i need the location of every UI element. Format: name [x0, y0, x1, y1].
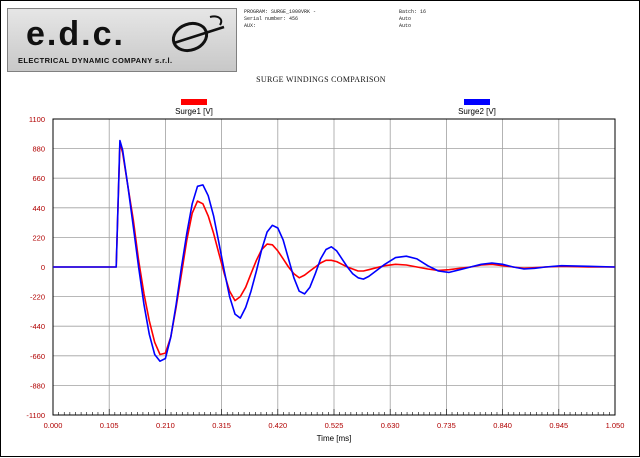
logo-swoosh-icon	[171, 15, 225, 53]
x-tick-label: 0.000	[44, 421, 63, 430]
legend-swatch-2	[464, 99, 490, 105]
legend-swatch-1	[181, 99, 207, 105]
batch-label: Batch: 16	[399, 9, 427, 15]
serial-label: Serial number: 456	[244, 16, 299, 22]
x-tick-label: 0.735	[437, 421, 456, 430]
x-tick-label: 0.315	[212, 421, 231, 430]
y-tick-label: -880	[30, 381, 45, 390]
x-tick-label: 1.050	[606, 421, 625, 430]
y-tick-label: -440	[30, 322, 45, 331]
aux-value: Auto	[399, 23, 412, 29]
legend-label-2: Surge2 [V]	[458, 107, 496, 116]
x-tick-label: 0.840	[493, 421, 512, 430]
program-label: PROGRAM: SURGE_1000VRK -	[244, 9, 317, 15]
x-tick-label: 0.525	[325, 421, 344, 430]
x-tick-label: 0.210	[156, 421, 175, 430]
y-tick-label: 880	[32, 145, 45, 154]
series-line-2	[53, 139, 616, 363]
y-tick-label: -220	[30, 293, 45, 302]
y-tick-label: 440	[32, 204, 45, 213]
logo-subtitle: ELECTRICAL DYNAMIC COMPANY s.r.l.	[18, 56, 173, 65]
x-tick-label: 0.945	[549, 421, 568, 430]
y-tick-label: 0	[41, 263, 45, 272]
y-tick-label: -660	[30, 352, 45, 361]
aux-label: AUX:	[244, 23, 257, 29]
x-tick-label: 0.630	[381, 421, 400, 430]
x-tick-label: 0.420	[268, 421, 287, 430]
y-tick-label: 1100	[29, 115, 45, 124]
x-tick-label: 0.105	[100, 421, 119, 430]
y-tick-label: 660	[32, 174, 45, 183]
y-tick-label: -1100	[26, 411, 45, 420]
series-line-1	[53, 142, 615, 356]
x-axis-label: Time [ms]	[317, 434, 352, 443]
chart-title: SURGE WINDINGS COMPARISON	[256, 75, 386, 84]
company-logo: e.d.c. ELECTRICAL DYNAMIC COMPANY s.r.l.	[7, 8, 237, 72]
batch-value: Auto	[399, 16, 412, 22]
logo-text: e.d.c.	[26, 15, 125, 53]
legend-label-1: Surge1 [V]	[175, 107, 213, 116]
y-tick-label: 220	[32, 233, 45, 242]
